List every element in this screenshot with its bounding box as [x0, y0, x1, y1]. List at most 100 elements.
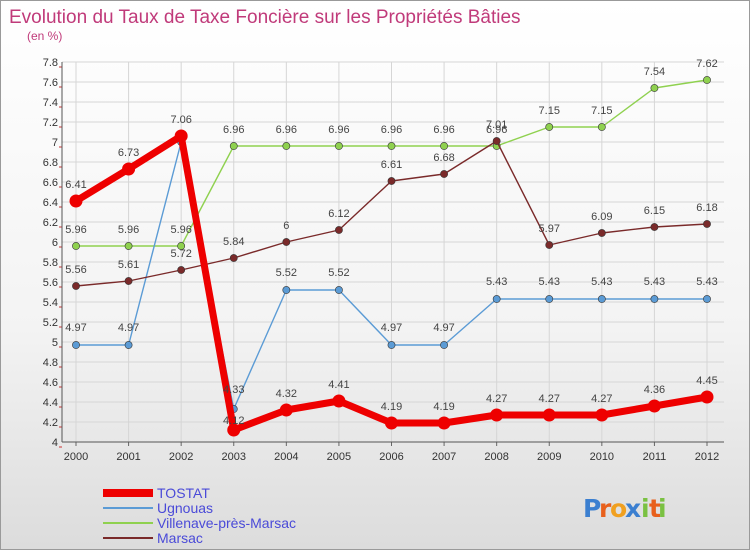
y-tick-label: 6.2 [43, 217, 58, 229]
logo-letter: x [625, 494, 641, 523]
y-tick-label: 5.8 [43, 257, 58, 269]
data-label: 4.41 [328, 379, 349, 391]
data-label: 4.33 [223, 384, 244, 396]
x-tick-label: 2004 [274, 451, 298, 463]
x-tick-label: 2001 [116, 451, 140, 463]
y-tick-label: 7.2 [43, 117, 58, 129]
data-point [122, 162, 136, 176]
data-label: 5.43 [644, 276, 665, 288]
y-tick-label: 5.6 [43, 277, 58, 289]
data-label: 4.27 [539, 393, 560, 405]
data-point [72, 242, 80, 250]
data-point [335, 286, 343, 294]
data-label: 6.96 [486, 124, 507, 136]
data-point [177, 242, 186, 250]
x-tick-label: 2003 [222, 451, 246, 463]
y-tick-label: 7 [52, 137, 58, 149]
logo-letter: P [583, 494, 601, 523]
data-label: 4.97 [118, 322, 139, 334]
data-point [440, 170, 448, 178]
data-point [282, 238, 291, 246]
data-point [597, 229, 606, 237]
data-label: 6.96 [276, 124, 297, 136]
data-point [72, 341, 80, 349]
data-point [597, 123, 606, 131]
data-label: 6.18 [696, 202, 717, 214]
legend-label: Villenave-près-Marsac [157, 515, 296, 531]
data-label: 6.09 [591, 211, 612, 223]
y-tick-label: 4.8 [43, 357, 58, 369]
data-label: 5.43 [486, 276, 507, 288]
y-tick-label: 6.6 [43, 177, 58, 189]
y-tick-label: 5.2 [43, 317, 58, 329]
data-point [227, 423, 241, 437]
data-label: 5.61 [118, 259, 139, 271]
data-label: 7.15 [591, 105, 612, 117]
data-label: 4.97 [433, 322, 454, 334]
data-point [703, 76, 711, 84]
data-point [647, 399, 661, 413]
logo-letter: r [599, 494, 612, 523]
data-label: 4.27 [486, 393, 507, 405]
y-tick-label: 5 [52, 337, 58, 349]
data-label: 5.43 [591, 276, 612, 288]
y-tick-label: 7.6 [43, 77, 58, 89]
x-tick-label: 2012 [695, 451, 719, 463]
data-label: 5.96 [65, 224, 86, 236]
data-point [595, 408, 609, 422]
chart-subtitle: (en %) [27, 29, 62, 43]
data-point [282, 286, 291, 294]
data-label: 6.12 [328, 208, 349, 220]
data-point [440, 341, 448, 349]
data-label: 5.96 [170, 224, 191, 236]
data-label: 6 [283, 220, 289, 232]
data-label: 5.56 [65, 264, 86, 276]
data-label: 4.12 [223, 415, 244, 427]
data-label: 7.62 [696, 58, 717, 70]
data-label: 6.96 [328, 124, 349, 136]
data-point [597, 295, 606, 303]
data-label: 5.96 [118, 224, 139, 236]
x-tick-label: 2006 [379, 451, 403, 463]
x-tick-label: 2002 [169, 451, 193, 463]
data-point [177, 266, 186, 274]
axes: 4 4.2 4.4 4.6 4.8 5 5.2 5.4 5.6 5.8 6 6.2 6.4 6.6 6.8 7… [43, 57, 724, 463]
y-tick-label: 4.4 [43, 397, 58, 409]
data-label: 4.19 [433, 401, 454, 413]
data-label: 6.61 [381, 159, 402, 171]
data-point [437, 416, 451, 430]
x-tick-label: 2008 [484, 451, 508, 463]
y-tick-label: 7.8 [43, 57, 58, 69]
data-point [490, 408, 504, 422]
data-point [650, 223, 659, 231]
data-point [387, 341, 396, 349]
y-tick-label: 6 [52, 237, 58, 249]
x-tick-label: 2010 [590, 451, 614, 463]
legend-label: Ugnouas [157, 500, 213, 516]
y-tick-label: 7.4 [43, 97, 58, 109]
data-point [492, 295, 501, 303]
data-point [650, 295, 659, 303]
data-label: 4.97 [65, 322, 86, 334]
data-point [69, 194, 83, 208]
data-label: 7.15 [539, 105, 560, 117]
data-point [703, 295, 711, 303]
data-label: 5.43 [696, 276, 717, 288]
legend-label: Marsac [157, 530, 203, 546]
data-label: 7.06 [170, 114, 191, 126]
logo-letter: o [610, 494, 627, 523]
legend-label: TOSTAT [157, 485, 210, 501]
data-point [387, 177, 396, 185]
x-tick-label: 2000 [64, 451, 88, 463]
data-point [72, 282, 80, 290]
x-tick-label: 2007 [432, 451, 456, 463]
data-labels: 5.96 5.96 5.96 6.96 6.96 6.96 6.96 6.96 6.96 7.15… [65, 58, 717, 427]
data-point [124, 277, 133, 285]
data-point [440, 142, 448, 150]
data-label: 5.52 [276, 267, 297, 279]
data-label: 6.96 [381, 124, 402, 136]
